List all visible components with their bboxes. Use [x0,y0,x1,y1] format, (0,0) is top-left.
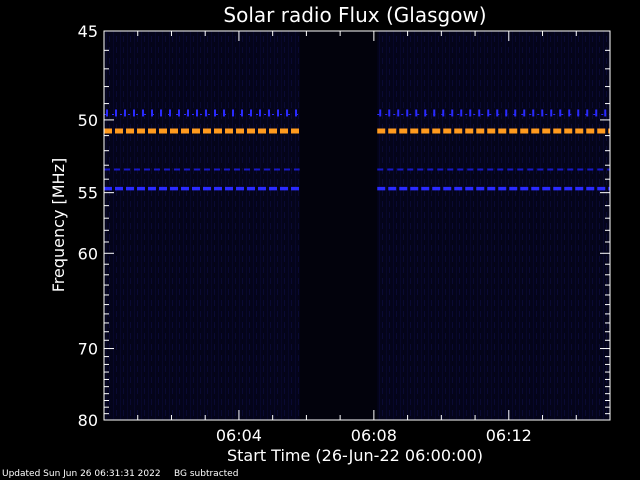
data-gap-region [299,31,378,420]
y-axis-tick-labels: 45 50 55 60 70 80 [78,22,98,430]
y-tick-label: 55 [78,184,98,203]
x-axis-label: Start Time (26-Jun-22 06:00:00) [227,446,483,465]
plot-frame [103,30,611,421]
axis-ticks [104,30,610,421]
updated-timestamp: Updated Sun Jun 26 06:31:31 2022 [2,469,161,479]
chart-title: Solar radio Flux (Glasgow) [223,3,486,27]
y-axis-label: Frequency [MHz] [49,158,68,292]
y-tick-label: 80 [78,411,98,430]
x-tick-label: 06:12 [486,426,532,445]
band-0 [104,109,610,117]
x-tick-label: 06:08 [351,426,397,445]
y-tick-label: 45 [78,22,98,41]
y-tick-label: 50 [78,111,98,130]
y-tick-label: 60 [78,244,98,263]
y-tick-label: 70 [78,340,98,359]
x-axis-tick-labels: 06:04 06:08 06:12 [216,426,532,445]
bg-subtracted-note: BG subtracted [174,469,239,479]
data-gap-fill [299,31,378,420]
emission-bands [104,109,610,191]
x-tick-label: 06:04 [216,426,262,445]
